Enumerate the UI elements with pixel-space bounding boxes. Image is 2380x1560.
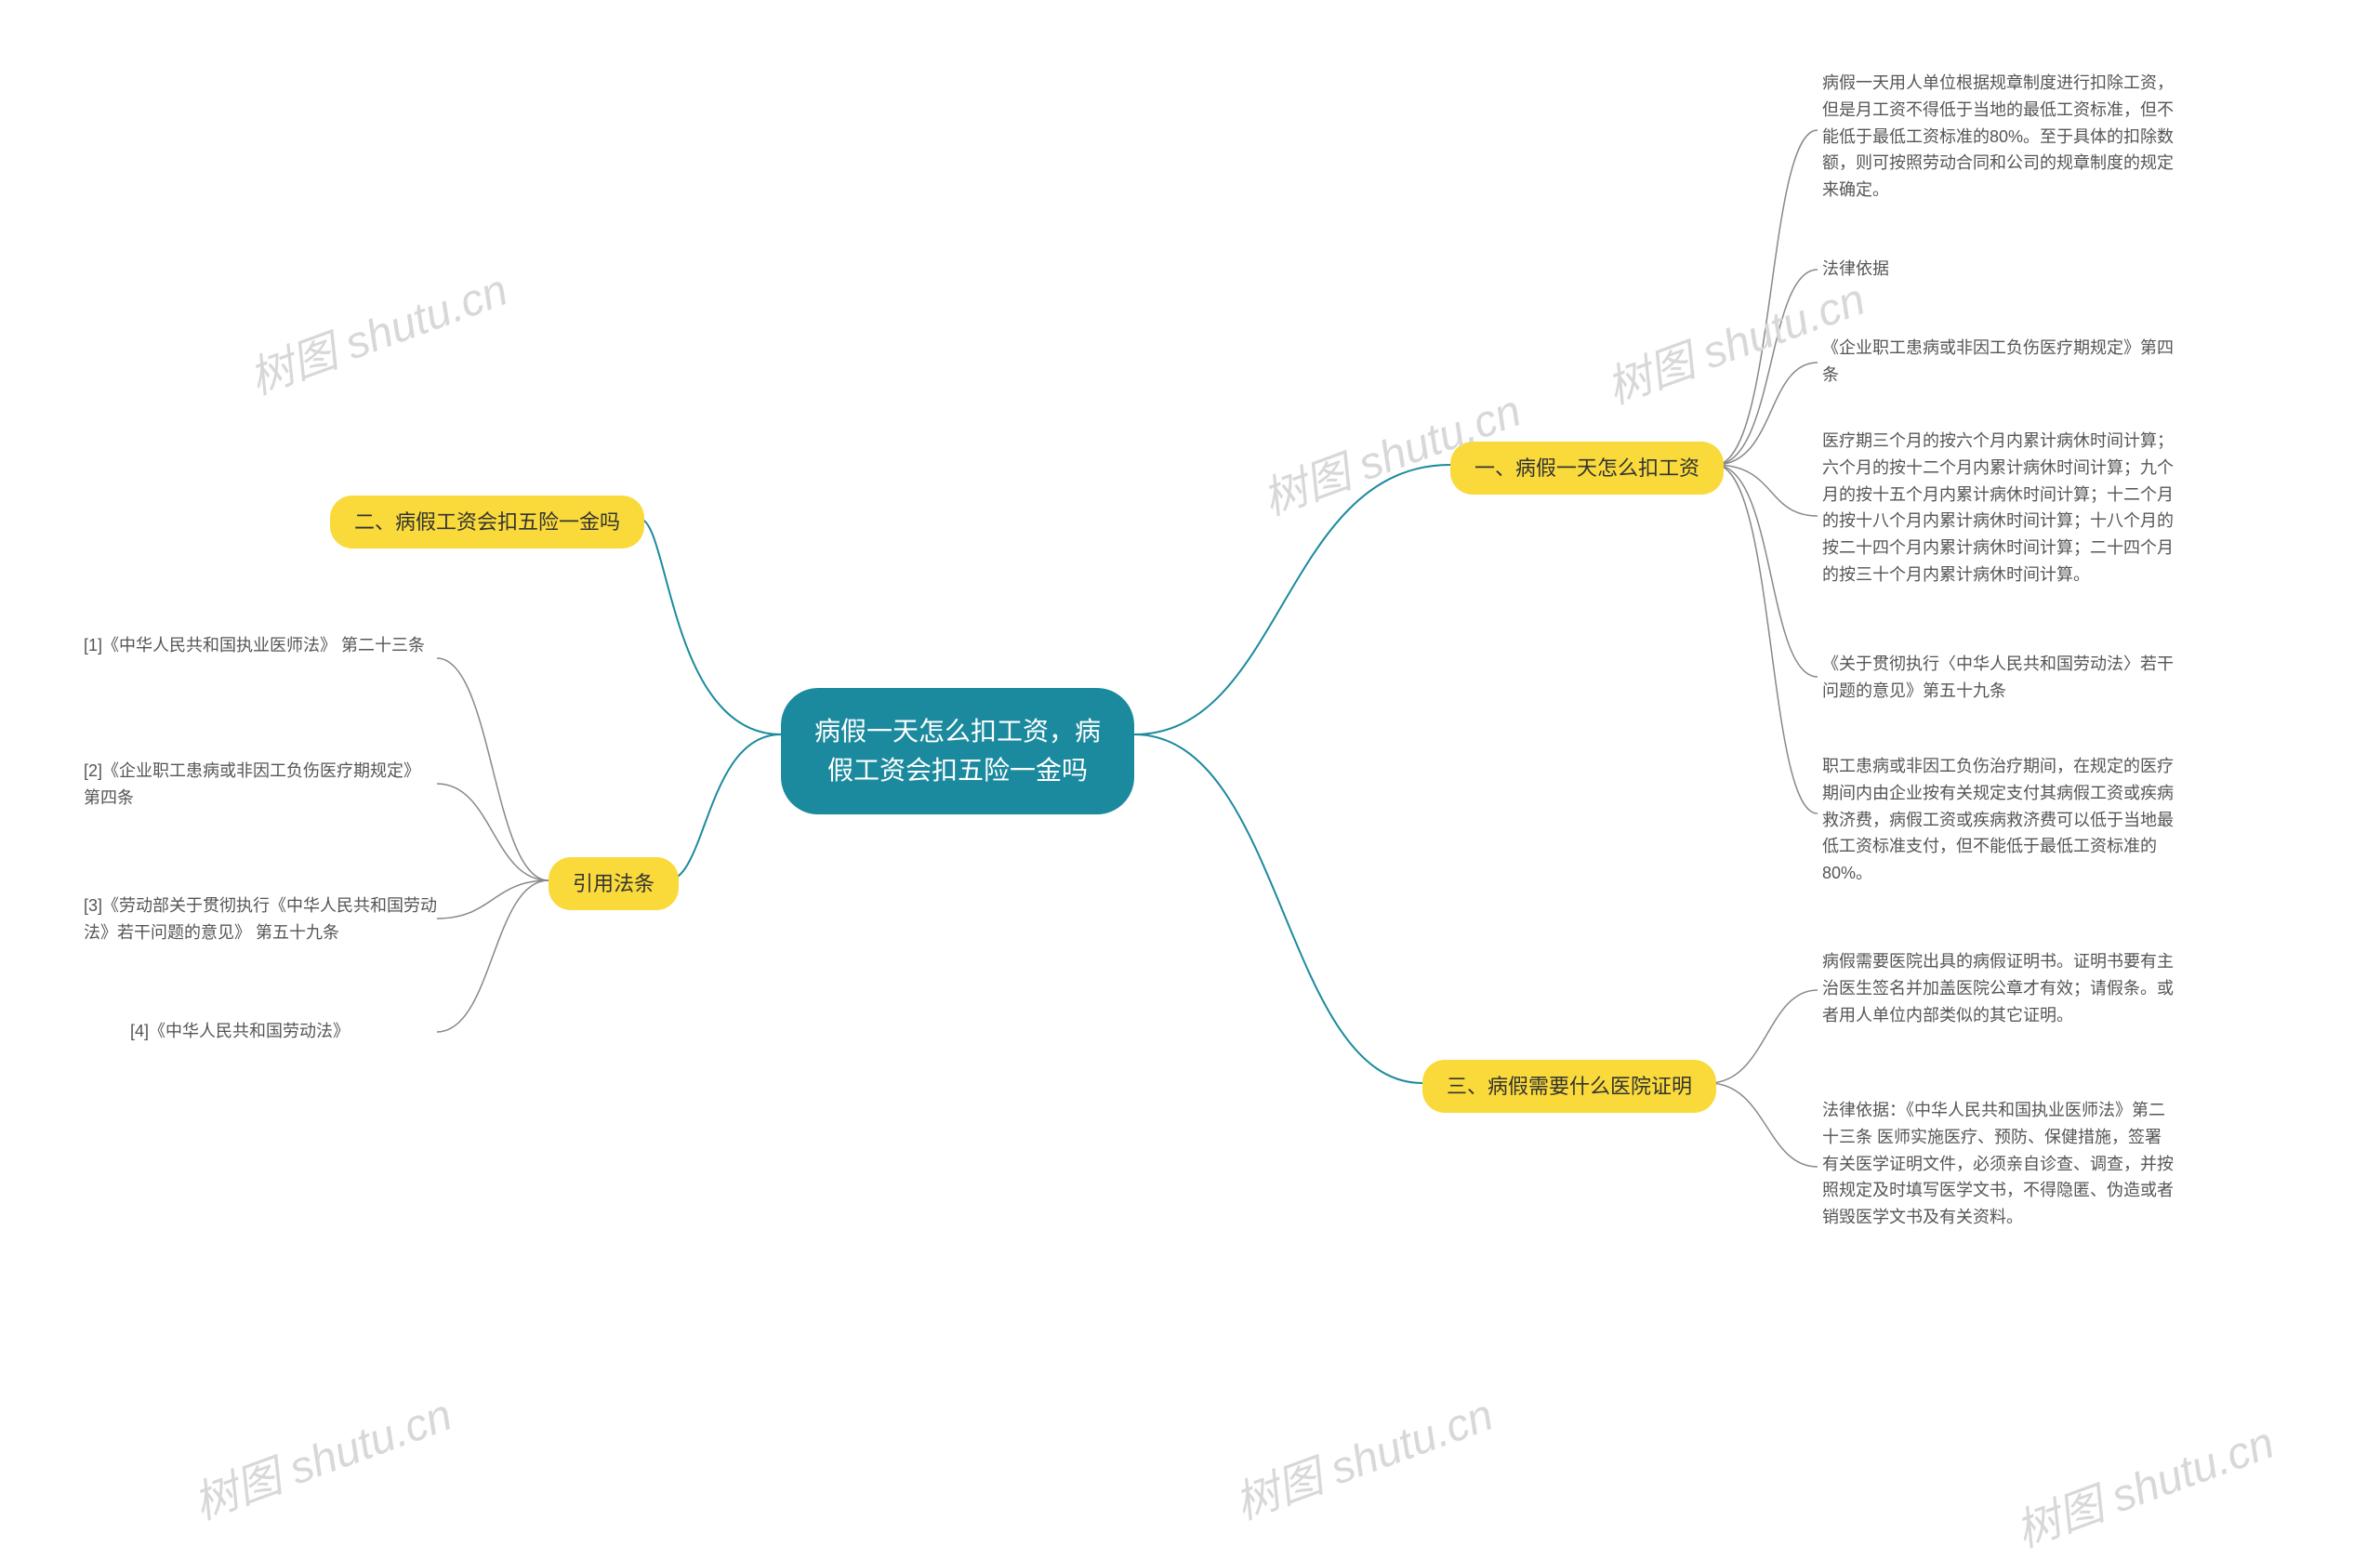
leaf-node: 法律依据: [1822, 256, 1889, 283]
branch-label: 一、病假一天怎么扣工资: [1474, 453, 1699, 483]
branch-label: 三、病假需要什么医院证明: [1447, 1071, 1692, 1102]
watermark: 树图 shutu.cn: [183, 1378, 459, 1531]
center-label: 病假一天怎么扣工资，病假工资会扣五险一金吗: [809, 712, 1106, 790]
watermark: 树图 shutu.cn: [1224, 1378, 1501, 1531]
leaf-node: [4]《中华人民共和国劳动法》: [130, 1018, 350, 1045]
branch-node-4[interactable]: 引用法条: [549, 857, 679, 910]
branch-label: 引用法条: [573, 868, 654, 899]
watermark: 树图 shutu.cn: [239, 253, 515, 406]
branch-label: 二、病假工资会扣五险一金吗: [354, 507, 620, 537]
leaf-node: 病假一天用人单位根据规章制度进行扣除工资，但是月工资不得低于当地的最低工资标准，…: [1822, 70, 2175, 204]
branch-node-2[interactable]: 二、病假工资会扣五险一金吗: [330, 496, 644, 549]
leaf-node: [2]《企业职工患病或非因工负伤医疗期规定》 第四条: [84, 758, 437, 812]
leaf-node: 《关于贯彻执行〈中华人民共和国劳动法〉若干问题的意见》第五十九条: [1822, 651, 2175, 705]
leaf-node: 法律依据：《中华人民共和国执业医师法》第二十三条 医师实施医疗、预防、保健措施，…: [1822, 1097, 2175, 1231]
leaf-node: 医疗期三个月的按六个月内累计病休时间计算；六个月的按十二个月内累计病休时间计算；…: [1822, 428, 2175, 588]
branch-node-1[interactable]: 一、病假一天怎么扣工资: [1450, 442, 1724, 495]
leaf-node: 职工患病或非因工负伤治疗期间，在规定的医疗期间内由企业按有关规定支付其病假工资或…: [1822, 753, 2175, 887]
leaf-node: [3]《劳动部关于贯彻执行《中华人民共和国劳动法》若干问题的意见》 第五十九条: [84, 892, 437, 946]
watermark: 树图 shutu.cn: [2005, 1406, 2281, 1559]
leaf-node: 病假需要医院出具的病假证明书。证明书要有主治医生签名并加盖医院公章才有效；请假条…: [1822, 948, 2175, 1028]
center-node[interactable]: 病假一天怎么扣工资，病假工资会扣五险一金吗: [781, 688, 1134, 814]
branch-node-3[interactable]: 三、病假需要什么医院证明: [1422, 1060, 1716, 1113]
leaf-node: 《企业职工患病或非因工负伤医疗期规定》第四条: [1822, 335, 2175, 389]
leaf-node: [1]《中华人民共和国执业医师法》 第二十三条: [84, 632, 425, 659]
